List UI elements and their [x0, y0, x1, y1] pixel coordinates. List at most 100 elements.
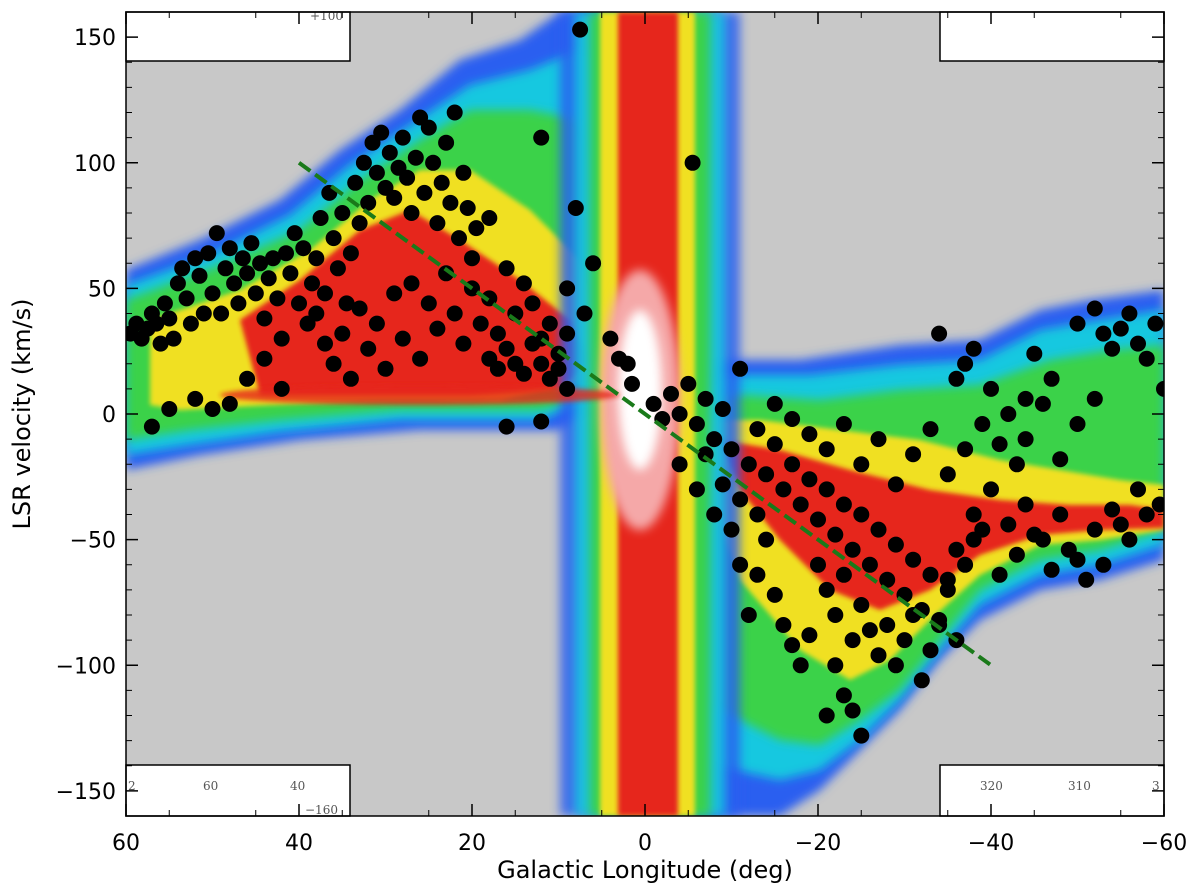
inset-bottom-left-label-0: 2: [128, 779, 136, 793]
data-point-268: [922, 421, 939, 438]
data-point-276: [784, 411, 801, 427]
x-tick-label: −20: [795, 831, 841, 856]
data-point-76: [455, 164, 472, 181]
data-point-196: [835, 687, 852, 704]
data-point-56: [368, 164, 385, 181]
data-point-72: [438, 134, 455, 151]
data-point-199: [818, 707, 835, 724]
data-point-243: [983, 380, 999, 397]
data-point-204: [784, 637, 801, 654]
data-point-223: [1104, 501, 1121, 518]
data-point-250: [1104, 340, 1121, 357]
data-point-229: [1095, 556, 1112, 573]
data-point-68: [420, 119, 437, 136]
data-point-151: [723, 441, 740, 458]
data-point-11: [174, 260, 191, 277]
data-point-248: [1069, 416, 1086, 432]
data-point-21: [217, 260, 234, 277]
y-axis-title: LSR velocity (km/s): [8, 299, 36, 530]
data-point-47: [329, 260, 346, 277]
data-point-278: [749, 506, 766, 523]
data-point-161: [810, 511, 826, 528]
data-point-65: [407, 149, 424, 166]
data-point-29: [252, 255, 269, 272]
data-point-139: [481, 210, 498, 226]
data-point-12: [178, 290, 195, 307]
emission-bar-red: [220, 385, 620, 405]
data-point-226: [1151, 496, 1164, 513]
data-point-187: [870, 647, 887, 664]
data-point-159: [792, 496, 809, 513]
data-point-269: [905, 446, 922, 463]
data-point-150: [714, 401, 731, 417]
data-point-100: [481, 290, 498, 307]
data-point-200: [758, 531, 775, 548]
data-point-195: [827, 657, 844, 674]
data-point-119: [559, 380, 576, 397]
data-point-10: [169, 275, 186, 292]
data-point-102: [498, 260, 515, 277]
data-point-82: [325, 355, 342, 372]
data-point-24: [230, 295, 247, 312]
data-point-214: [697, 446, 714, 463]
data-point-192: [913, 672, 930, 689]
x-tick-label: 40: [285, 831, 313, 856]
data-point-144: [663, 385, 679, 402]
data-point-227: [1130, 481, 1146, 498]
data-point-126: [161, 401, 178, 417]
data-point-198: [853, 727, 870, 744]
data-point-77: [459, 200, 476, 216]
data-point-97: [455, 335, 472, 352]
data-point-44: [317, 285, 333, 302]
data-point-116: [533, 355, 550, 372]
fit-line: [297, 161, 993, 667]
data-point-114: [515, 365, 532, 382]
data-point-218: [1017, 496, 1034, 513]
data-point-53: [355, 154, 372, 171]
data-point-255: [1147, 315, 1164, 332]
data-point-20: [213, 305, 230, 322]
data-point-279: [732, 491, 749, 508]
data-point-112: [498, 340, 515, 357]
y-tick-label: −150: [56, 780, 116, 805]
data-point-174: [922, 566, 939, 583]
data-point-122: [256, 350, 273, 367]
data-point-60: [386, 189, 403, 206]
x-tick-label: 60: [112, 831, 140, 856]
inset-top-right: [939, 11, 1165, 62]
data-point-32: [265, 250, 281, 267]
x-tick-label: 0: [638, 831, 652, 856]
data-point-244: [1000, 406, 1017, 422]
data-point-23: [226, 275, 243, 292]
data-point-157: [775, 481, 792, 498]
data-point-165: [844, 541, 861, 558]
data-point-166: [853, 506, 870, 523]
data-point-202: [766, 586, 783, 603]
inset-bottom-right: 320 310 3: [939, 764, 1165, 817]
data-point-138: [684, 154, 701, 171]
x-tick-label: −40: [968, 831, 1014, 856]
data-point-14: [187, 250, 204, 267]
data-point-27: [243, 235, 260, 252]
data-point-249: [1086, 390, 1103, 407]
data-point-257: [1086, 300, 1103, 317]
data-point-265: [974, 416, 991, 432]
data-point-62: [394, 129, 411, 146]
inset-bottom-right-label-0: 320: [980, 779, 1003, 793]
x-tick-label: 20: [458, 831, 486, 856]
inset-top-left-label: +100: [310, 9, 343, 23]
data-point-188: [879, 617, 896, 633]
data-point-172: [905, 551, 922, 568]
data-point-228: [1112, 516, 1129, 533]
data-point-242: [965, 340, 982, 357]
data-point-70: [429, 215, 446, 232]
data-point-211: [688, 481, 705, 498]
emission-core-white: [618, 310, 662, 470]
data-point-247: [1052, 451, 1069, 468]
data-point-137: [572, 21, 589, 38]
data-point-261: [1043, 370, 1060, 387]
data-point-125: [187, 390, 204, 407]
data-point-37: [286, 225, 303, 242]
data-point-270: [887, 476, 904, 493]
data-point-5: [148, 315, 165, 332]
